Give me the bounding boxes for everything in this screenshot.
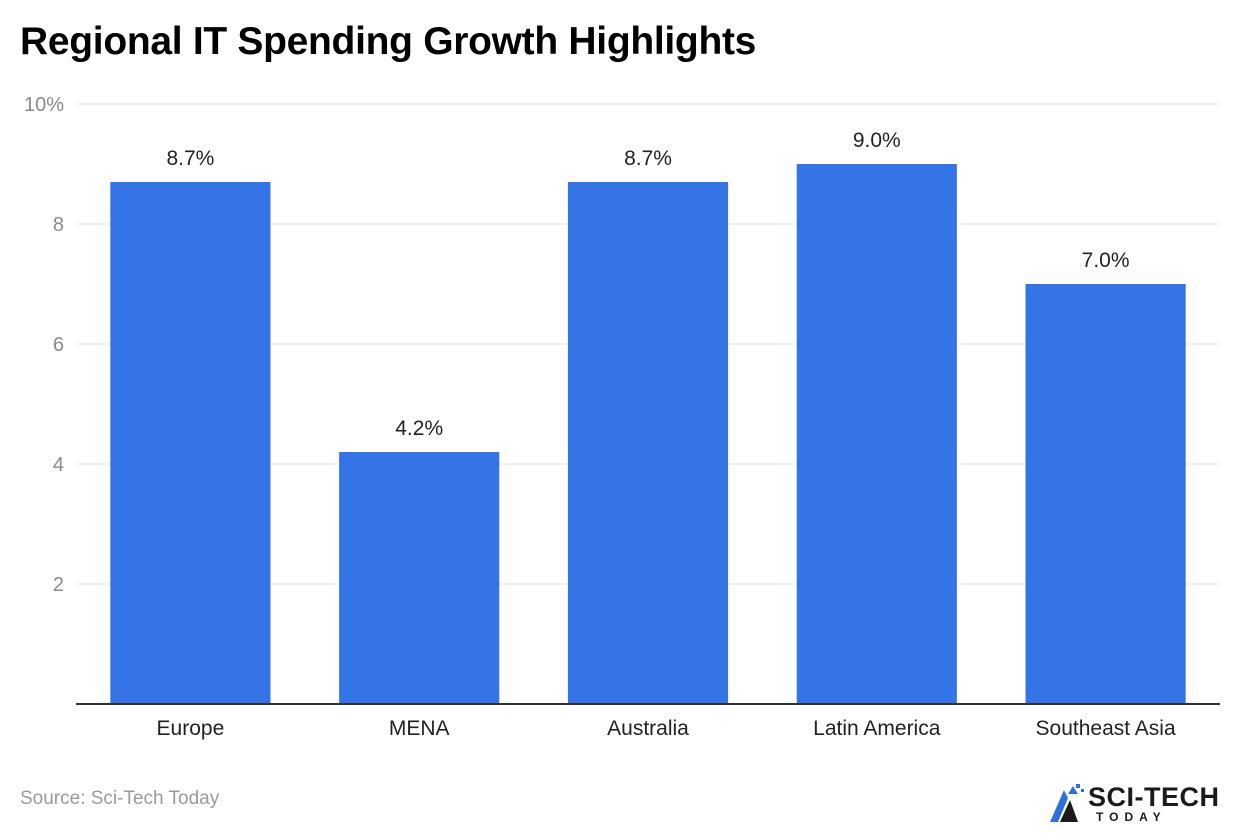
y-tick-label: 6	[53, 334, 64, 356]
logo-name: SCI-TECH	[1088, 782, 1220, 812]
data-label: 4.2%	[395, 417, 443, 440]
x-tick-label: Southeast Asia	[1036, 717, 1176, 740]
bar	[796, 164, 957, 704]
bar	[567, 182, 729, 704]
x-tick-label: Latin America	[813, 717, 941, 740]
data-label: 9.0%	[853, 129, 901, 152]
logo-sub: TODAY	[1096, 810, 1167, 824]
bar	[339, 452, 500, 704]
x-tick-label: Europe	[157, 717, 225, 740]
bar	[1025, 284, 1186, 704]
x-tick-label: MENA	[389, 717, 450, 740]
x-tick-label: Australia	[607, 717, 689, 740]
y-tick-label: 4	[53, 454, 64, 476]
source-note: Source: Sci-Tech Today	[20, 788, 220, 809]
sci-tech-logo: SCI-TECH TODAY	[1046, 780, 1226, 826]
bar	[110, 182, 271, 704]
data-label: 8.7%	[166, 147, 214, 170]
y-tick-label: 8	[53, 214, 64, 236]
logo-mark-icon	[1050, 784, 1084, 822]
chart-title: Regional IT Spending Growth Highlights	[20, 20, 757, 63]
data-label: 8.7%	[624, 147, 672, 170]
data-label: 7.0%	[1082, 249, 1130, 272]
y-tick-label: 2	[53, 574, 64, 596]
y-tick-label: 10%	[24, 94, 64, 116]
